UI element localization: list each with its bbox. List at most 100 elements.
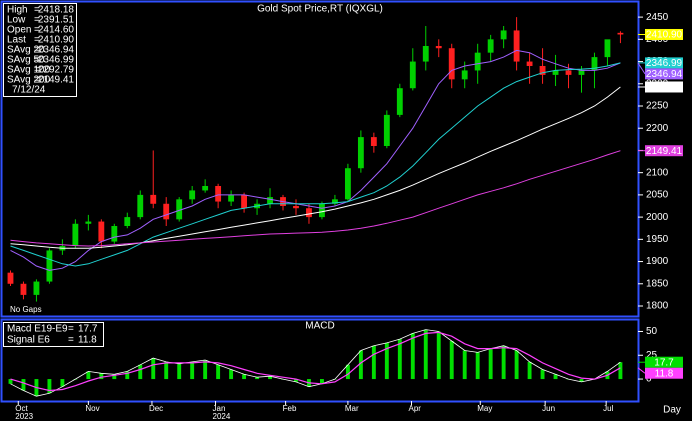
macd-bar <box>47 379 52 394</box>
legend-separator: = <box>68 335 74 346</box>
value-label-box <box>645 145 683 157</box>
macd-bar <box>86 371 91 380</box>
y-tick-label: 2050 <box>646 190 669 201</box>
candle-body <box>124 217 131 226</box>
macd-bar <box>190 361 195 380</box>
chart-title: Gold Spot Price,RT (IQXGL) <box>257 4 383 15</box>
macd-bar <box>488 348 493 380</box>
candle-body <box>448 48 455 80</box>
value-label: 2292.79 <box>646 82 683 93</box>
moving-average-line <box>10 86 621 249</box>
candle-body <box>422 46 429 62</box>
x-tick-label: Nov <box>85 404 99 413</box>
candle-body <box>72 223 79 246</box>
info-value: 2418.18 <box>38 5 75 16</box>
candle-body <box>383 114 390 146</box>
y-tick-label: 50 <box>646 326 658 337</box>
info-value: 2346.94 <box>38 45 75 56</box>
macd-bar <box>449 340 454 380</box>
legend-box <box>3 322 104 347</box>
x-tick-label: Feb <box>283 404 297 413</box>
candle-body <box>267 197 273 204</box>
x-year-label: 2023 <box>15 412 33 421</box>
x-axis-label: Day <box>663 405 681 416</box>
candle-body <box>111 226 118 242</box>
info-name: Last <box>7 35 26 46</box>
candle-body <box>344 168 351 200</box>
moving-average-line <box>10 62 621 267</box>
info-separator: = <box>34 25 40 36</box>
x-tick-label: Jan <box>213 404 226 413</box>
candle-body <box>565 70 572 75</box>
signal-line <box>10 331 621 392</box>
x-tick-label: May <box>477 404 492 413</box>
candle-body <box>319 203 325 218</box>
y-tick-label: 25 <box>646 350 658 361</box>
x-tick-label: Dec <box>149 404 163 413</box>
y-tick-label: 2000 <box>646 212 669 223</box>
candle-body <box>474 52 481 71</box>
macd-bar <box>21 379 26 391</box>
candle-body <box>98 221 105 242</box>
info-box <box>3 3 77 97</box>
candle-body <box>85 221 92 224</box>
candle-body <box>33 281 40 295</box>
macd-bar <box>423 329 428 380</box>
value-label: 17.7 <box>654 357 674 368</box>
x-tick-label: Jul <box>603 404 613 413</box>
info-separator: = <box>34 35 40 46</box>
candle-body <box>7 272 14 284</box>
macd-bar <box>475 352 480 380</box>
x-tick-label: Jun <box>542 404 555 413</box>
candle-body <box>228 194 235 202</box>
candle-body <box>539 66 546 75</box>
macd-bar <box>177 363 182 380</box>
macd-bar <box>164 361 169 380</box>
value-label: 2149.41 <box>646 146 683 157</box>
value-label-box <box>645 356 683 368</box>
macd-bar <box>216 364 221 380</box>
candle-body <box>617 32 624 35</box>
candle-body <box>461 70 468 80</box>
candle-body <box>215 186 222 202</box>
y-tick-label: 2200 <box>646 123 669 134</box>
info-separator: = <box>34 15 40 26</box>
y-tick-label: 1950 <box>646 234 669 245</box>
value-label-box <box>645 28 683 40</box>
y-tick-label: 0 <box>646 374 652 385</box>
price-panel-frame <box>0 0 640 318</box>
y-tick-label: 2250 <box>646 101 669 112</box>
macd-bar <box>527 361 532 380</box>
macd-bar <box>99 373 104 380</box>
candle-body <box>306 208 312 218</box>
candle-body <box>604 39 611 58</box>
legend-name: Macd E19-E9 <box>7 324 68 335</box>
info-separator: = <box>34 55 40 66</box>
info-name: SAvg 20 <box>7 45 45 56</box>
x-tick-label: Oct <box>15 404 28 413</box>
info-name: High <box>7 5 28 16</box>
info-name: Open <box>7 25 31 36</box>
macd-bar <box>397 339 402 380</box>
moving-average-line <box>10 150 621 247</box>
macd-bar <box>60 379 65 387</box>
macd-bar <box>229 369 234 380</box>
candle-body <box>409 61 416 89</box>
candle-body <box>513 30 520 62</box>
macd-bar <box>203 360 208 380</box>
legend-name: Signal E6 <box>7 335 50 346</box>
macd-bar <box>579 379 584 382</box>
value-label-box <box>645 81 683 93</box>
candle-body <box>332 199 338 204</box>
info-separator: = <box>34 5 40 16</box>
moving-average-line <box>10 49 621 271</box>
candle-body <box>20 283 27 295</box>
macd-bar <box>618 362 623 380</box>
candle-body <box>357 137 364 169</box>
x-tick-label: Apr <box>408 404 421 413</box>
value-label-box <box>645 57 683 69</box>
info-value: 2292.79 <box>38 65 75 76</box>
x-year-label: 2024 <box>213 412 231 421</box>
